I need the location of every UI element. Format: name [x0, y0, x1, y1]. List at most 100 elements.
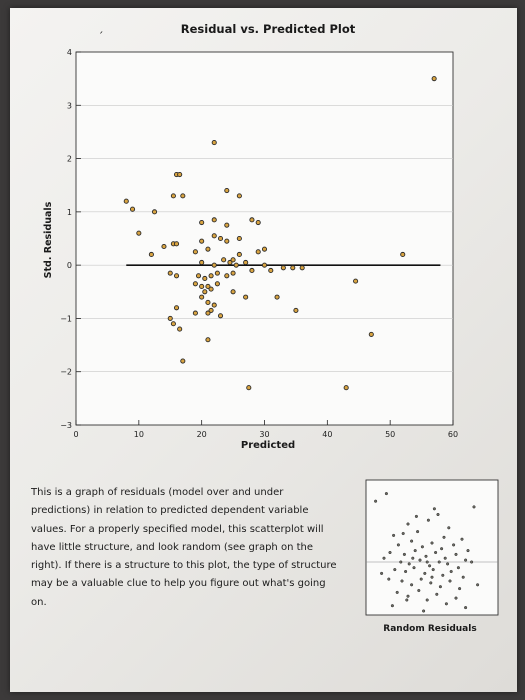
data-point [211, 140, 217, 146]
data-point [249, 267, 255, 274]
y-axis-label: Std. Residuals [43, 201, 54, 278]
inset-data-point [395, 590, 399, 594]
inset-data-point [417, 588, 421, 593]
data-point [180, 358, 186, 364]
inset-data-points [374, 492, 480, 613]
data-point [173, 305, 180, 311]
inset-data-point [401, 531, 405, 536]
inset-data-point [447, 526, 451, 530]
inset-data-point [446, 562, 450, 566]
random-residuals-inset: Random Residuals [365, 479, 499, 634]
stray-mark: ˊ [98, 30, 104, 43]
inset-data-point [407, 562, 411, 566]
inset-data-point [440, 547, 444, 551]
inset-data-point [388, 550, 392, 555]
inset-data-point [464, 606, 468, 610]
inset-data-point [382, 556, 386, 560]
data-point [214, 281, 220, 287]
inset-data-point [410, 583, 414, 587]
data-point [255, 219, 261, 226]
inset-data-point [442, 535, 446, 539]
data-point [192, 281, 198, 287]
data-point [161, 243, 167, 250]
inset-data-point [414, 514, 418, 518]
inset-data-point [425, 560, 429, 564]
data-point [224, 187, 230, 194]
inset-data-point [430, 575, 434, 579]
data-point [246, 385, 252, 391]
data-point [123, 198, 129, 204]
data-points [123, 76, 437, 391]
data-point [236, 193, 242, 199]
inset-data-point [422, 609, 426, 613]
data-point [230, 257, 236, 263]
inset-data-point [380, 571, 384, 575]
inset-data-point [406, 522, 410, 526]
inset-data-point [387, 577, 391, 581]
inset-data-point [392, 533, 396, 537]
gridlines [76, 104, 453, 373]
plot-area [75, 51, 454, 426]
inset-data-point [443, 556, 447, 560]
caption-text: This is a graph of residuals (model over… [31, 487, 337, 608]
data-point [227, 259, 233, 266]
data-point [214, 270, 220, 276]
inset-data-point [458, 587, 462, 591]
inset-data-point [460, 537, 464, 541]
inset-data-point [404, 569, 408, 574]
inset-data-point [441, 573, 445, 577]
x-tick-label: 40 [322, 430, 332, 439]
data-point [221, 257, 227, 263]
inset-data-point [449, 569, 453, 574]
data-point [290, 265, 296, 271]
x-tick-label: 10 [134, 430, 144, 439]
data-point [180, 193, 186, 199]
inset-title: Random Residuals [383, 624, 476, 634]
y-tick-label: 1 [67, 208, 72, 217]
y-tick-label: −2 [60, 368, 72, 377]
data-point [274, 294, 280, 300]
data-point [236, 235, 242, 242]
x-ticks: 0 10 20 30 40 50 60 [73, 420, 458, 439]
x-tick-label: 60 [448, 430, 458, 439]
data-point [211, 262, 217, 268]
data-point [243, 294, 249, 300]
inset-data-point [423, 571, 427, 575]
inset-data-point [418, 558, 422, 562]
data-point [148, 251, 154, 258]
data-point [255, 249, 261, 255]
inset-data-point [434, 550, 438, 555]
data-point [136, 230, 142, 236]
inset-data-point [416, 530, 420, 534]
data-point [353, 278, 359, 284]
inset-data-point [428, 564, 432, 568]
data-point [170, 193, 176, 199]
inset-data-point [429, 581, 433, 585]
inset-data-point [437, 560, 441, 564]
y-tick-label: −3 [60, 421, 72, 430]
data-point [368, 331, 374, 337]
data-point [208, 273, 214, 279]
inset-data-point [476, 583, 480, 587]
inset-data-point [412, 566, 416, 570]
inset-data-point [384, 492, 388, 496]
data-point [205, 283, 211, 290]
inset-data-point [444, 602, 448, 606]
data-point [205, 299, 211, 305]
data-point [173, 241, 180, 247]
data-point [192, 310, 198, 316]
inset-data-point [461, 575, 465, 579]
inset-data-point [410, 539, 414, 543]
inset-data-point [420, 545, 424, 549]
data-point [208, 307, 214, 313]
data-point [230, 289, 236, 295]
data-point [293, 307, 299, 313]
data-point [199, 259, 205, 266]
data-point [195, 273, 202, 279]
data-point [224, 238, 230, 244]
inset-data-point [438, 585, 442, 589]
residual-scatter-chart: 0 10 20 30 40 50 60 −3 −2 −1 0 1 2 3 4 [60, 48, 458, 439]
data-point [230, 270, 236, 276]
inset-data-point [464, 558, 468, 562]
